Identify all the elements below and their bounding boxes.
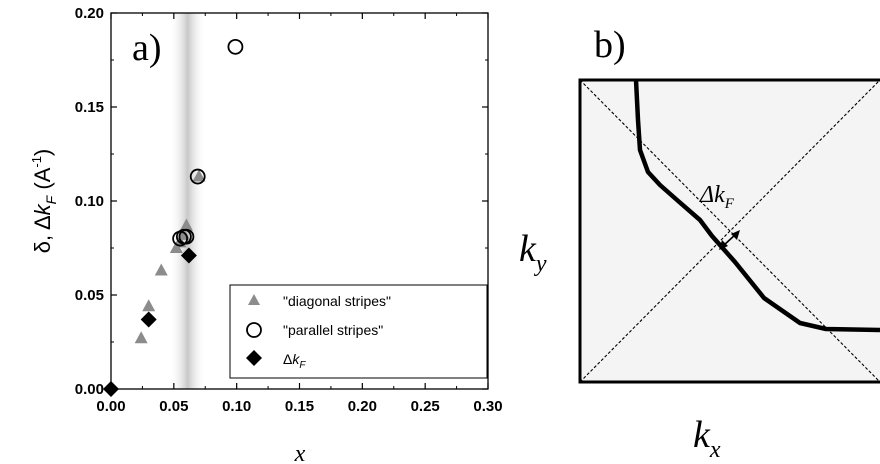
triangle-point	[192, 169, 206, 182]
panel-b: b) ΔkF ky kx	[519, 24, 880, 463]
legend: "diagonal stripes" "parallel stripes" Δk…	[229, 284, 488, 379]
y-tick-label: 0.05	[75, 287, 104, 304]
legend-label-parallel: "parallel stripes"	[283, 322, 383, 338]
x-tick-label: 0.25	[411, 398, 440, 415]
panel-a-label: a)	[132, 27, 162, 69]
legend-circle-marker	[246, 322, 262, 338]
circle-point	[178, 228, 195, 245]
delta-kf-annotation: ΔkF	[699, 182, 735, 212]
triangle-point	[142, 299, 156, 312]
legend-label-diagonal: "diagonal stripes"	[283, 293, 391, 309]
tick-labels: 0.00 0.05 0.10 0.15 0.20 0.25 0.30 0.00 0.05 0.10…	[75, 5, 503, 415]
triangle-point	[154, 263, 168, 276]
x-tick-label: 0.10	[222, 398, 251, 415]
legend-label-delta-kf: ΔkF	[283, 351, 306, 371]
fermi-surface-curve	[633, 79, 880, 333]
legend-box	[229, 284, 488, 379]
zone-border	[578, 78, 880, 384]
kx-axis-label: kx	[693, 414, 721, 463]
panel-a: 0.00 0.05 0.10 0.15 0.20 0.25 0.30 0.00 0.05 0.10…	[29, 5, 503, 464]
ky-axis-label: ky	[519, 228, 547, 277]
panel-b-label: b)	[594, 24, 626, 66]
x-tick-label: 0.20	[348, 398, 377, 415]
x-tick-label: 0.30	[473, 398, 502, 415]
y-tick-label: 0.15	[75, 99, 104, 116]
legend-triangle-marker	[248, 294, 260, 305]
triangle-point	[179, 218, 193, 231]
y-axis-label: δ, ΔkF (A-1)	[29, 149, 59, 254]
plot-frame	[110, 12, 489, 390]
x-tick-label: 0.15	[285, 398, 314, 415]
circle-point	[227, 38, 244, 55]
diamond-point	[140, 311, 157, 328]
y-tick-label: 0.20	[75, 5, 104, 22]
triangle-point	[134, 331, 148, 344]
delta-kf-arrow	[719, 230, 740, 250]
diamond-point	[180, 247, 197, 264]
data-points	[103, 38, 244, 397]
shaded-band	[169, 13, 206, 389]
y-tick-label: 0.10	[75, 193, 104, 210]
circle-point	[189, 168, 206, 185]
y-tick-label: 0.00	[75, 381, 104, 398]
x-tick-label: 0.00	[96, 398, 125, 415]
x-axis-label: x	[294, 441, 306, 464]
legend-diamond-marker	[246, 350, 262, 366]
x-tick-label: 0.05	[159, 398, 188, 415]
diagonal-line-2	[579, 79, 880, 383]
